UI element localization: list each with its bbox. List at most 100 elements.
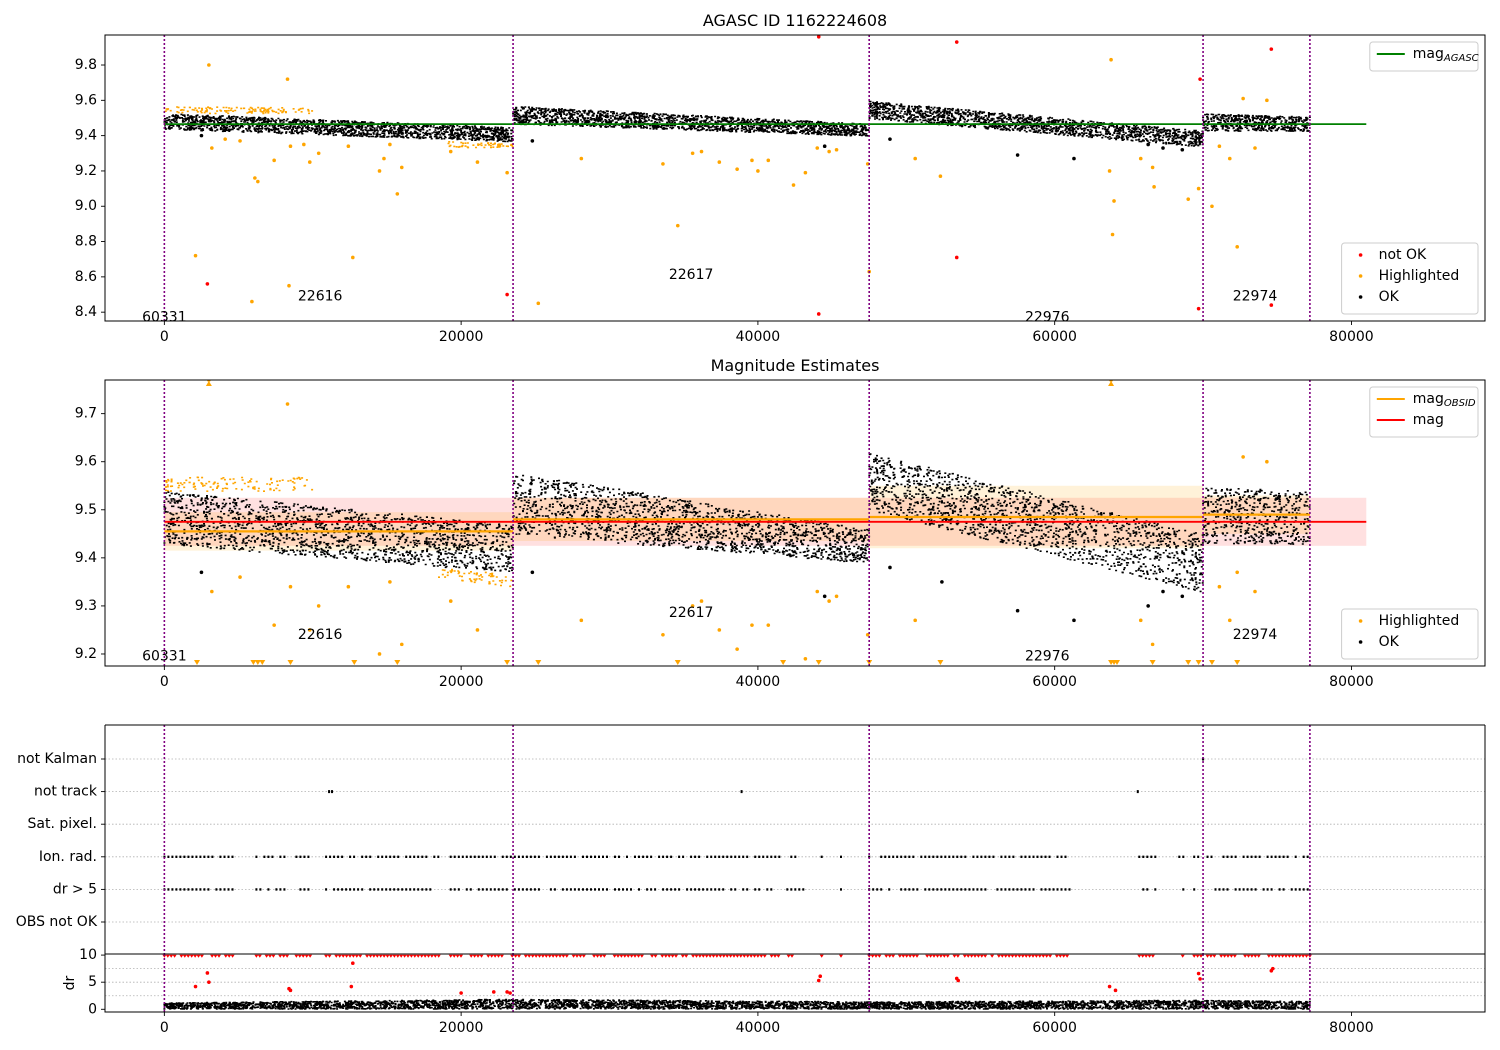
- dr-outliers-point: [818, 974, 823, 979]
- dr-outliers-point: [1196, 971, 1201, 976]
- y-axis-label: dr: [62, 975, 78, 990]
- legend-label: OK: [1379, 289, 1400, 305]
- dr-point-cloud: [163, 998, 1311, 1010]
- y-tick-label: 9.4: [75, 550, 97, 566]
- highlighted-point: [448, 149, 453, 154]
- ok-point: [1015, 153, 1020, 157]
- dr-outliers-point: [349, 984, 354, 989]
- dr-outliers-point: [288, 988, 293, 993]
- clipped-marker: [1195, 660, 1202, 665]
- clipped-marker: [504, 660, 511, 665]
- x-tick-label: 20000: [439, 1020, 484, 1036]
- not-ok-point: [816, 312, 821, 316]
- highlighted-point: [346, 584, 351, 589]
- highlighted-point: [250, 299, 254, 304]
- dr-outliers-point: [508, 991, 512, 995]
- highlighted-point: [395, 192, 400, 196]
- obsid-label: 22616: [298, 627, 343, 643]
- ok-point-cloud: [512, 474, 871, 563]
- y-tick-label: 9.2: [75, 646, 97, 662]
- dr-outliers-point: [491, 990, 496, 994]
- axes-frame: [104, 34, 1486, 322]
- dr-outliers-point: [459, 991, 463, 995]
- x-tick-label: 40000: [736, 329, 781, 345]
- highlighted-point: [913, 618, 917, 623]
- legend: Highlighted OK: [1341, 608, 1479, 660]
- legend-label: OK: [1379, 634, 1400, 650]
- highlighted-point: [288, 144, 293, 149]
- y-tick-label: 0: [88, 1001, 97, 1017]
- ok-point: [199, 570, 204, 575]
- clipped-marker: [866, 660, 873, 665]
- flag-category-label: OBS not OK: [16, 914, 98, 930]
- highlighted-point-cloud: [438, 568, 513, 588]
- highlighted-point: [253, 176, 257, 180]
- y-tick-label: 9.3: [75, 598, 97, 614]
- ok-point-cloud: [1202, 113, 1311, 132]
- clipped-marker: [1149, 660, 1156, 665]
- clipped-marker: [194, 660, 200, 665]
- y-tick-label: 9.7: [75, 406, 97, 422]
- highlighted-point: [223, 137, 227, 141]
- y-tick-label: 9.6: [75, 454, 97, 470]
- highlighted-point: [382, 156, 386, 161]
- highlighted-point-cloud: [447, 141, 514, 149]
- highlighted-point: [388, 142, 392, 147]
- clipped-marker: [1108, 381, 1115, 386]
- obsid-label: 22974: [1233, 627, 1278, 643]
- clipped-marker: [1114, 660, 1120, 665]
- x-tick-label: 40000: [736, 674, 781, 690]
- highlighted-point: [717, 628, 722, 632]
- highlighted-point: [1265, 459, 1269, 464]
- x-tick-label: 40000: [736, 1020, 781, 1036]
- ok-point: [940, 580, 944, 584]
- ok-point: [199, 133, 204, 138]
- clipped-marker: [259, 660, 266, 665]
- highlighted-point: [815, 146, 820, 150]
- legend-frame: [1369, 41, 1479, 72]
- dr-outliers-point: [1271, 966, 1275, 971]
- legend-label: Highlighted: [1379, 268, 1460, 284]
- highlighted-point: [834, 147, 839, 152]
- plot-area: [105, 954, 1485, 1012]
- clipped-marker: [674, 660, 681, 665]
- highlighted-point: [1217, 584, 1222, 589]
- legend-frame: [1341, 242, 1479, 315]
- highlighted-point: [750, 623, 754, 627]
- legend-dot-swatch: [1358, 274, 1363, 278]
- highlighted-point: [287, 283, 291, 288]
- x-tick-label: 0: [160, 329, 169, 345]
- legend-dot-swatch: [1358, 640, 1363, 644]
- highlighted-point: [1241, 455, 1245, 459]
- ok-point: [1072, 156, 1076, 161]
- not-ok-point: [816, 35, 821, 39]
- highlighted-point: [1109, 57, 1113, 62]
- highlighted-point: [1217, 144, 1222, 149]
- highlighted-point: [399, 165, 404, 170]
- highlighted-point: [238, 139, 242, 143]
- not-ok-point: [205, 282, 210, 286]
- highlighted-point: [791, 183, 796, 187]
- flag-marks: [163, 888, 1309, 891]
- ok-point: [530, 570, 535, 575]
- clipped-marker: [205, 381, 212, 386]
- highlighted-point: [1235, 245, 1239, 249]
- ok-point: [1161, 146, 1165, 150]
- panel-magnitude-estimates: 60331 22616 22617 22976 22974 0 20000 40000 6000…: [75, 356, 1486, 690]
- ok-point-cloud: [163, 113, 514, 143]
- y-tick-label: 9.4: [75, 128, 97, 144]
- clipped-marker: [535, 660, 542, 665]
- not-ok-point: [1198, 77, 1202, 81]
- legend: magAGASC: [1369, 41, 1479, 72]
- highlighted-point: [803, 656, 808, 661]
- clipped-marker: [937, 660, 944, 665]
- highlighted-point: [913, 156, 917, 161]
- highlighted-point: [1110, 232, 1115, 237]
- not-ok-point: [1269, 303, 1274, 307]
- highlighted-point: [1150, 165, 1155, 170]
- dr-outliers-point: [816, 978, 821, 983]
- highlighted-point: [1196, 186, 1201, 191]
- dr-clipped-marker: [162, 954, 1312, 958]
- highlighted-point: [1265, 98, 1269, 103]
